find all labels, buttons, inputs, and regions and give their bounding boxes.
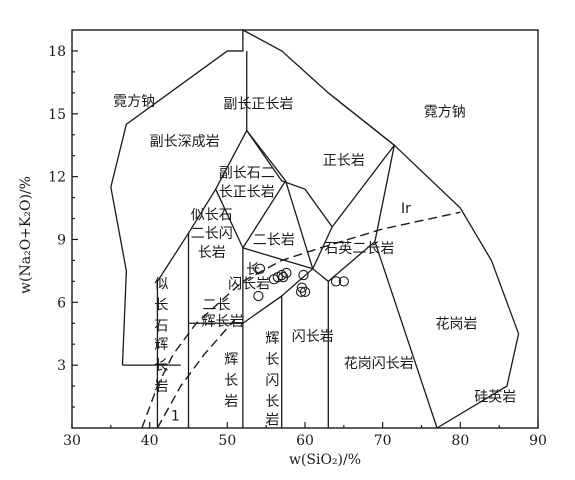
field-label: 霓方钠 bbox=[424, 105, 466, 121]
y-tick-label: 18 bbox=[48, 44, 66, 60]
y-tick-label: 15 bbox=[48, 107, 66, 123]
y-tick-label: 12 bbox=[48, 170, 66, 186]
sample-point bbox=[276, 269, 287, 281]
field-label: 二长闪 bbox=[191, 226, 233, 242]
field-boundary-16 bbox=[327, 144, 395, 282]
field-label: 花岗岩 bbox=[435, 316, 477, 332]
field-label: 辉长岩 bbox=[202, 314, 244, 330]
sample-point bbox=[338, 276, 349, 287]
x-tick-label: 50 bbox=[218, 433, 236, 449]
plot-frame bbox=[71, 29, 539, 429]
field-label: 闪 bbox=[265, 373, 279, 389]
field-label: 霓方钠 bbox=[113, 94, 155, 110]
field-label: 辉 bbox=[265, 331, 279, 347]
field-label: 闪长岩 bbox=[228, 276, 270, 292]
field-boundary-0 bbox=[110, 28, 520, 429]
field-boundary-13 bbox=[242, 247, 313, 270]
x-tick-label: 80 bbox=[451, 433, 469, 449]
sample-point bbox=[253, 290, 264, 302]
sample-point bbox=[330, 276, 342, 287]
x-tick-label: 40 bbox=[141, 433, 159, 449]
sample-point bbox=[299, 286, 311, 297]
field-label: 副长石二 bbox=[219, 165, 275, 181]
field-boundary-5 bbox=[246, 130, 333, 228]
y-tick-label: 9 bbox=[57, 232, 66, 248]
field-label: Ir bbox=[401, 201, 411, 217]
field-label: 副长正长岩 bbox=[223, 96, 293, 112]
field-boundary-18 bbox=[327, 92, 395, 146]
sample-point bbox=[295, 286, 307, 297]
axes: 30 40 50 60 70 80 90 3 6 9 12 15 18 bbox=[48, 29, 547, 449]
field-boundary-14 bbox=[284, 180, 314, 269]
x-tick-label: 90 bbox=[529, 433, 547, 449]
field-labels: 霓方钠霓方钠副长正长岩副长深成岩副长石二长正长岩正长岩Ir似长石二长闪长岩二长岩… bbox=[113, 94, 516, 428]
x-axis-label: w(SiO₂)/% bbox=[289, 452, 361, 468]
field-label: 长岩 bbox=[198, 245, 226, 261]
field-label: 硅英岩 bbox=[474, 389, 516, 406]
sample-point bbox=[281, 267, 292, 279]
field-label: 副长深成岩 bbox=[150, 134, 220, 150]
field-label: 长正长岩 bbox=[219, 184, 275, 200]
field-label: 石 bbox=[154, 318, 168, 334]
field-label: 长 bbox=[154, 358, 168, 374]
field-label: 岩 bbox=[154, 379, 168, 395]
field-label: 似 bbox=[154, 276, 168, 292]
field-label: 二长岩 bbox=[253, 232, 295, 248]
field-label: 正长岩 bbox=[323, 153, 365, 169]
field-boundaries bbox=[110, 28, 520, 429]
field-label: 岩 bbox=[224, 394, 238, 410]
alkaline-boundary-0 bbox=[141, 211, 461, 429]
field-boundary-17 bbox=[374, 241, 438, 429]
field-label: 辉 bbox=[224, 352, 238, 368]
field-label: 长 bbox=[154, 297, 168, 313]
y-axis-label: w(Na₂O+K₂O)/% bbox=[18, 176, 34, 294]
x-tick-label: 60 bbox=[296, 433, 314, 449]
sample-point bbox=[298, 269, 309, 281]
field-label: 似长石 bbox=[191, 207, 233, 223]
x-tick-label: 70 bbox=[374, 433, 392, 449]
field-label: 二长 bbox=[202, 297, 230, 313]
field-label: 闪长岩 bbox=[292, 329, 334, 345]
field-boundary-12 bbox=[281, 267, 329, 428]
x-tick-label: 30 bbox=[63, 433, 81, 449]
field-label: 长 bbox=[224, 373, 238, 389]
field-label: 长 bbox=[265, 352, 279, 368]
y-tick-label: 6 bbox=[57, 295, 66, 311]
dashed-boundaries bbox=[141, 211, 461, 429]
sample-point bbox=[254, 263, 266, 274]
y-tick-label: 3 bbox=[57, 358, 66, 374]
field-label: 长 bbox=[265, 394, 279, 410]
field-label: 花岗闪长岩 bbox=[344, 356, 414, 372]
sample-points bbox=[253, 263, 349, 302]
field-boundary-3 bbox=[156, 130, 248, 282]
field-label: 石英二长岩 bbox=[324, 240, 394, 257]
field-label: 岩 bbox=[265, 413, 279, 429]
field-label: 辉 bbox=[154, 337, 168, 353]
field-label: 1 bbox=[171, 408, 180, 424]
